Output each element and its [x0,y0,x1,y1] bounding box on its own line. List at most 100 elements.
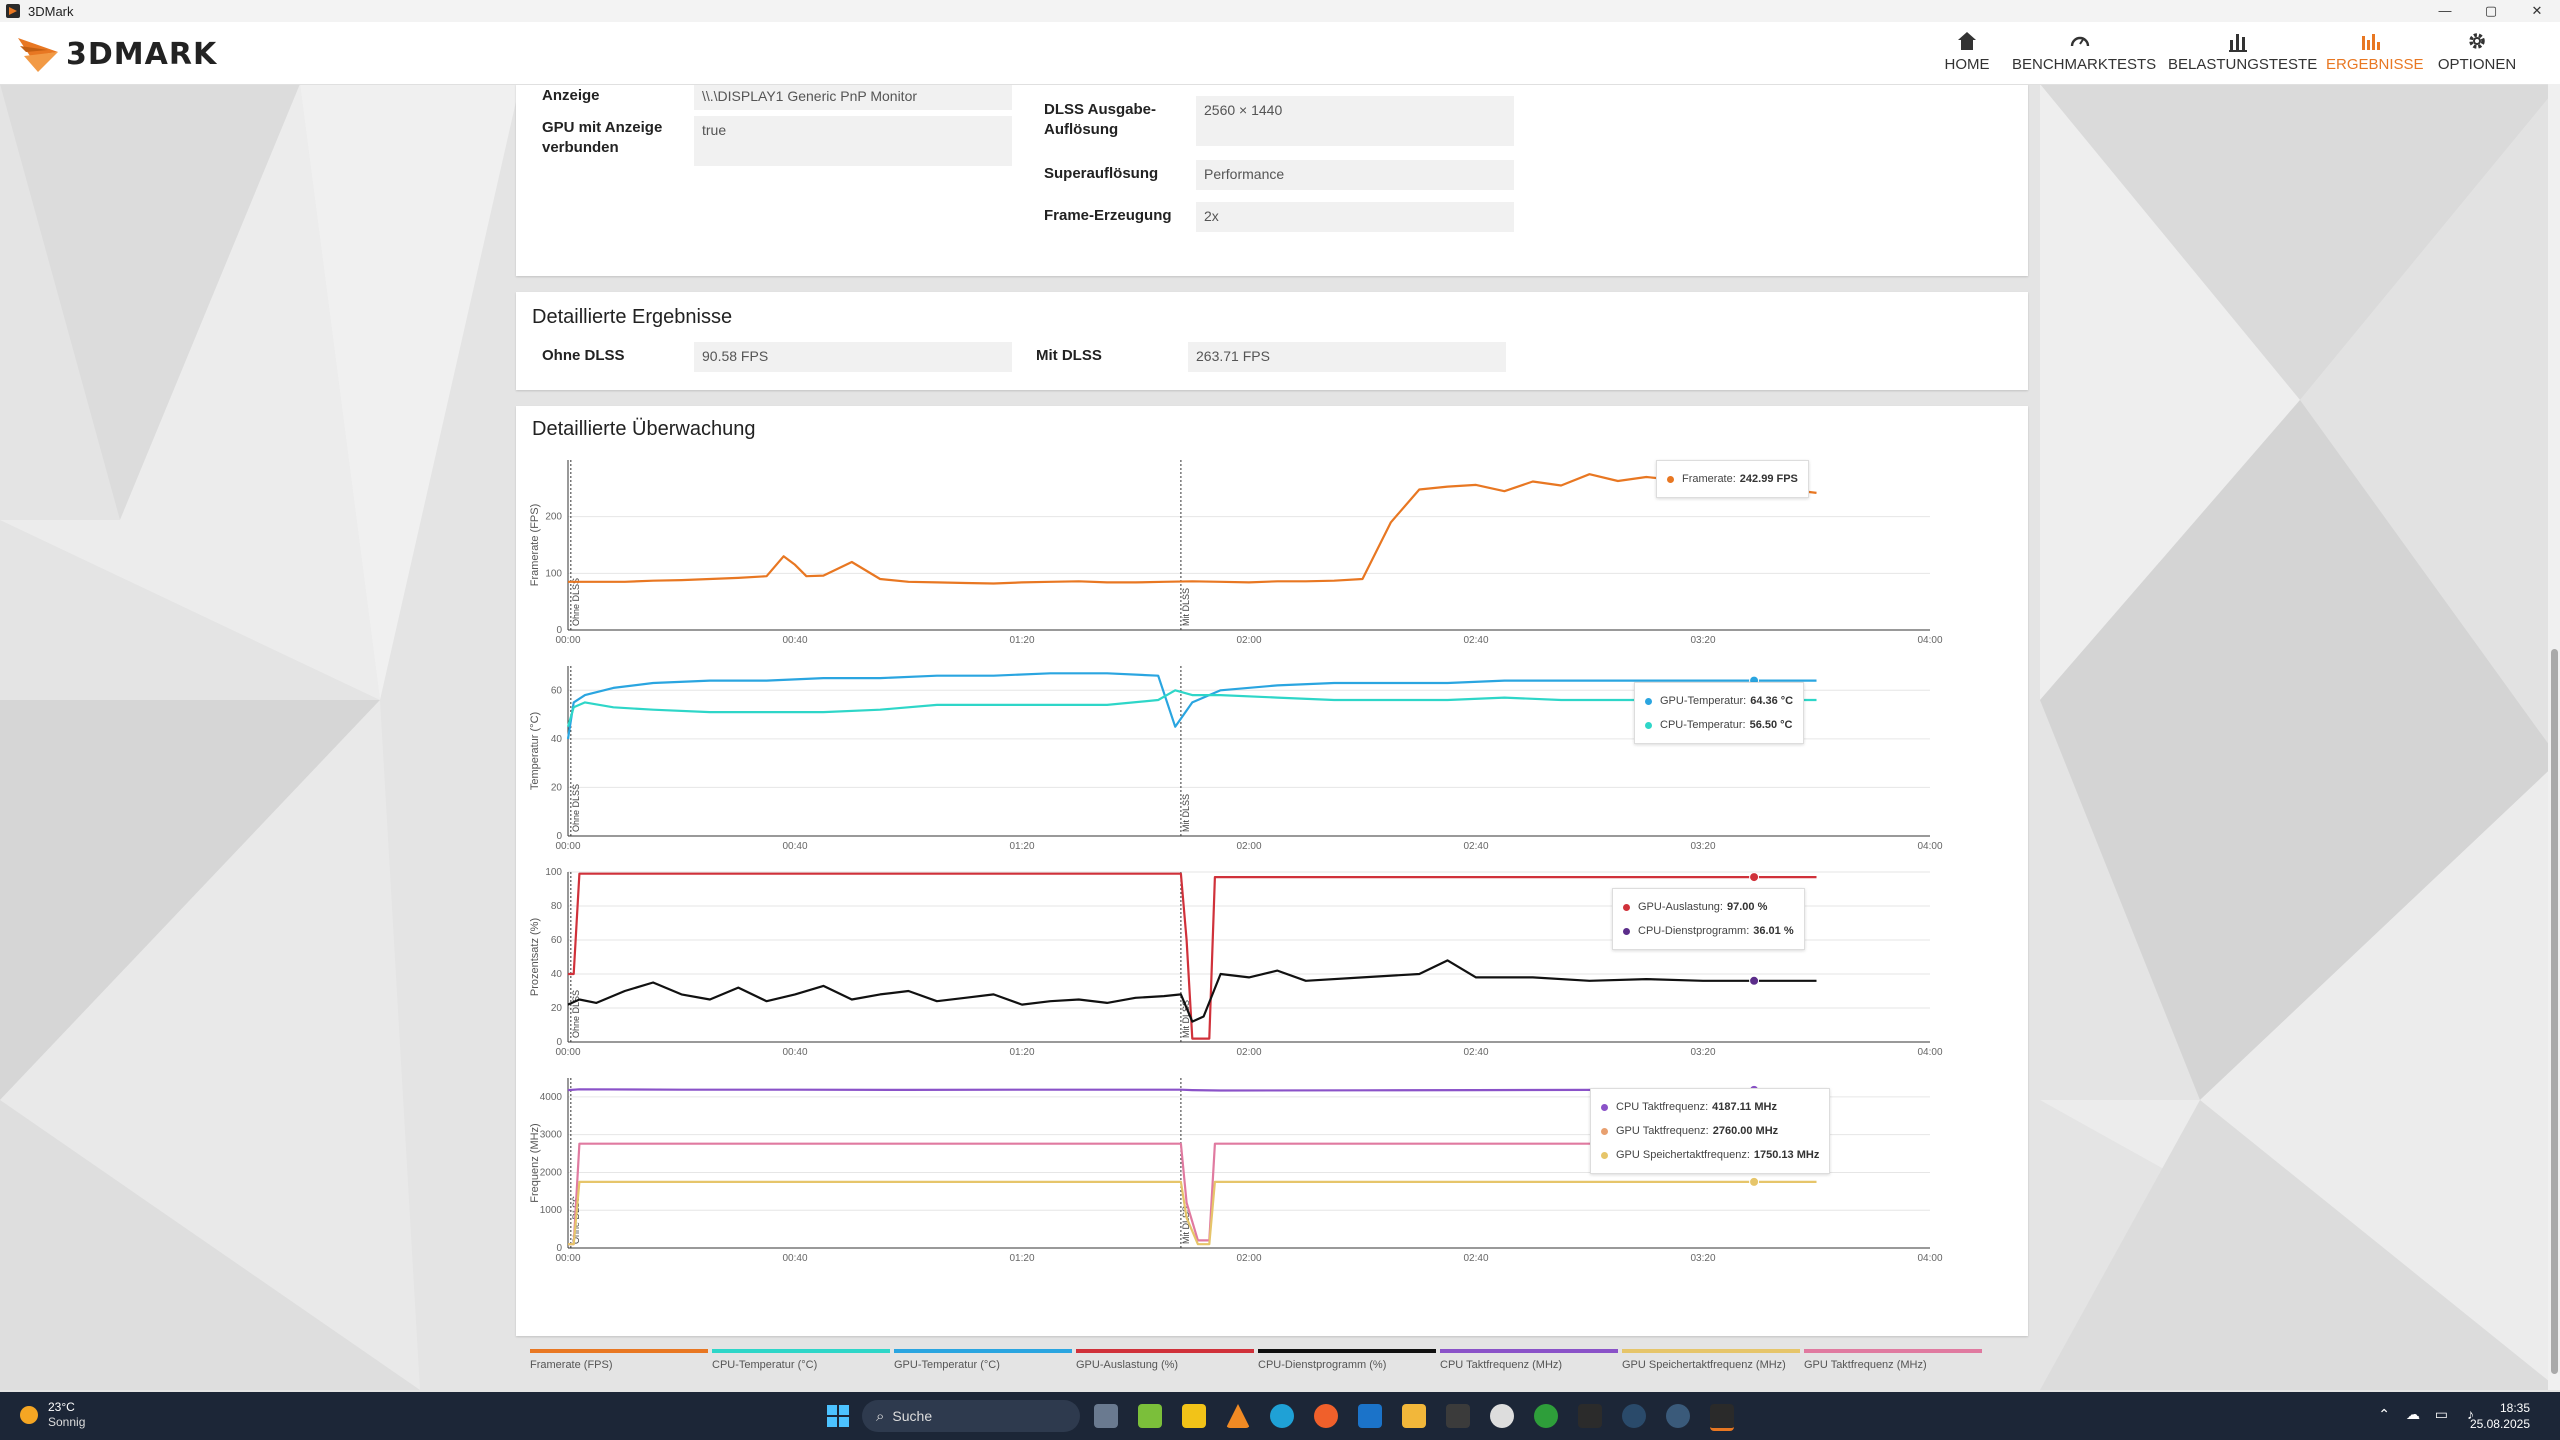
steam-icon[interactable] [1622,1404,1646,1428]
legend-swatch [530,1349,708,1353]
gpu-connected-label: GPU mit Anzeige verbunden [542,119,663,156]
taskbar-search[interactable]: ⌕ Suche [862,1400,1080,1432]
epic-games-icon[interactable] [1578,1404,1602,1428]
series-line-1 [567,959,1817,1023]
3dmark-logo[interactable]: 3DMARK [18,34,217,74]
marker-mit-dlss-label: Mit DLSS [1181,1206,1191,1244]
nav-belastungsteste[interactable]: BELASTUNGSTESTE [2168,28,2317,73]
y-axis-label: Prozentsatz (%) [529,918,541,996]
mit-dlss-label: Mit DLSS [1036,347,1102,364]
marker-mit-dlss-label: Mit DLSS [1181,588,1191,626]
nav-ergebnisse[interactable]: ERGEBNISSE [2326,28,2424,73]
legend-item[interactable]: CPU Taktfrequenz (MHz) [1440,1349,1618,1371]
3dmark-taskbar-icon[interactable] [1710,1404,1734,1431]
tooltip-dot [1601,1151,1608,1159]
ohne-dlss-value: 90.58 FPS [694,342,1012,372]
tooltip-row: Framerate: 242.99 FPS [1667,467,1798,491]
tooltip-row: CPU Taktfrequenz: 4187.11 MHz [1601,1095,1819,1119]
x-tick-label: 02:40 [1463,1253,1488,1264]
x-tick-label: 01:20 [1009,841,1034,852]
app-icon-nvidia[interactable] [1138,1404,1162,1428]
y-axis-label: Framerate (FPS) [529,504,541,587]
tooltip-row: GPU Speichertaktfrequenz: 1750.13 MHz [1601,1143,1819,1167]
obs-icon[interactable] [1490,1404,1514,1428]
file-explorer-icon[interactable] [1402,1404,1426,1428]
tooltip-label: CPU Taktfrequenz: [1616,1101,1709,1113]
network-icon[interactable]: ▭ [2434,1406,2448,1422]
legend-item[interactable]: GPU-Auslastung (%) [1076,1349,1254,1371]
nav-label: OPTIONEN [2437,56,2517,73]
home-icon [1958,32,1976,50]
y-tick-label: 100 [545,867,562,878]
xbox-icon[interactable] [1534,1404,1558,1428]
settings-panel: Anzeige \\.\DISPLAY1 Generic PnP Monitor… [516,84,2028,276]
weather-widget[interactable]: 23°C Sonnig [20,1400,85,1430]
cpuz-icon[interactable] [1446,1404,1470,1428]
percentage-chart[interactable]: 0 20 40 60 80 100 00:00 00:40 01:20 02:00 02:40 03:… [529,866,2020,1062]
legend-item[interactable]: GPU-Temperatur (°C) [894,1349,1072,1371]
app-icon-yellow[interactable] [1182,1404,1206,1428]
x-tick-label: 03:20 [1690,635,1715,646]
tooltip-label: GPU-Temperatur: [1660,695,1747,707]
nav-optionen[interactable]: OPTIONEN [2436,28,2518,73]
volume-icon[interactable]: ♪ [2467,1406,2474,1422]
x-tick-label: 01:20 [1009,635,1034,646]
marker-mit-dlss-label: Mit DLSS [1181,1000,1191,1038]
nav-label: HOME [1944,56,1990,73]
y-axis-label: Frequenz (MHz) [529,1123,541,1202]
legend-item[interactable]: CPU-Temperatur (°C) [712,1349,890,1371]
nav-home[interactable]: HOME [1942,28,1992,73]
tooltip-dot [1667,475,1674,483]
y-tick-label: 20 [551,782,563,793]
anzeige-label: Anzeige [542,87,600,104]
edge-icon[interactable] [1270,1404,1294,1428]
vlc-icon[interactable] [1226,1404,1250,1428]
x-tick-label: 00:00 [555,635,580,646]
search-icon: ⌕ [876,1407,885,1425]
temperature-chart[interactable]: 0 20 40 60 00:00 00:40 01:20 02:00 02:40 03:20 04:… [529,660,2020,856]
firefox-icon[interactable] [1314,1404,1338,1428]
x-tick-label: 00:40 [782,635,807,646]
windows-start-icon[interactable] [826,1404,850,1428]
maximize-button[interactable]: ▢ [2484,3,2498,18]
outlook-icon[interactable] [1358,1404,1382,1428]
scrollbar-thumb[interactable] [2551,649,2558,1374]
close-button[interactable]: ✕ [2531,3,2543,18]
tooltip-row: CPU-Dienstprogramm: 36.01 % [1623,919,1794,943]
legend-label: GPU Speichertaktfrequenz (MHz) [1622,1359,1786,1371]
hover-point [1749,872,1760,883]
legend-item[interactable]: Framerate (FPS) [530,1349,708,1371]
task-view-icon[interactable] [1094,1404,1118,1428]
mit-dlss-value: 263.71 FPS [1188,342,1506,372]
hover-point [1749,975,1760,986]
dlss-resolution-label: DLSS Ausgabe-Auflösung [1044,101,1156,138]
legend-label: CPU Taktfrequenz (MHz) [1440,1359,1563,1371]
legend-item[interactable]: CPU-Dienstprogramm (%) [1258,1349,1436,1371]
bar-chart-icon [2229,34,2247,52]
results-panel: Detaillierte Ergebnisse Ohne DLSS 90.58 … [516,292,2028,390]
framerate-chart[interactable]: 0 100 200 00:00 00:40 01:20 02:00 02:40 03:20 04:… [529,454,2020,650]
frequency-chart[interactable]: 0 1000 2000 3000 4000 00:00 00:40 01:20 02:00 02:… [529,1072,2020,1268]
tooltip-value: 2760.00 MHz [1712,1125,1779,1137]
marker-mit-dlss-label: Mit DLSS [1181,794,1191,832]
page-scrollbar[interactable] [2548,84,2560,1390]
chevron-up-icon[interactable]: ⌃ [2378,1406,2390,1422]
nav-benchmarktests[interactable]: BENCHMARKTESTS [2012,28,2156,73]
legend-item[interactable]: GPU Speichertaktfrequenz (MHz) [1622,1349,1800,1371]
sun-icon [20,1406,38,1424]
legend-label: Framerate (FPS) [530,1359,613,1371]
x-tick-label: 04:00 [1917,841,1942,852]
clock[interactable]: 18:35 25.08.2025 [2470,1400,2530,1432]
legend-item[interactable]: GPU Taktfrequenz (MHz) [1804,1349,1982,1371]
chart-tooltip: Framerate: 242.99 FPS [1656,460,1809,498]
steam-2-icon[interactable] [1666,1404,1690,1428]
chart-tooltip: GPU-Temperatur: 64.36 °C CPU-Temperatur: 56… [1634,682,1805,744]
minimize-button[interactable]: — [2438,3,2452,18]
tooltip-label: GPU Taktfrequenz: [1616,1125,1709,1137]
series-line-1 [566,689,1817,728]
marker-ohne-dlss-label: Ohne DLSS [571,990,581,1038]
cloud-icon[interactable]: ☁ [2406,1406,2420,1422]
y-tick-label: 60 [551,685,563,696]
chart-tooltip: GPU-Auslastung: 97.00 % CPU-Dienstprogramm… [1612,888,1805,950]
app-icon [6,4,20,18]
